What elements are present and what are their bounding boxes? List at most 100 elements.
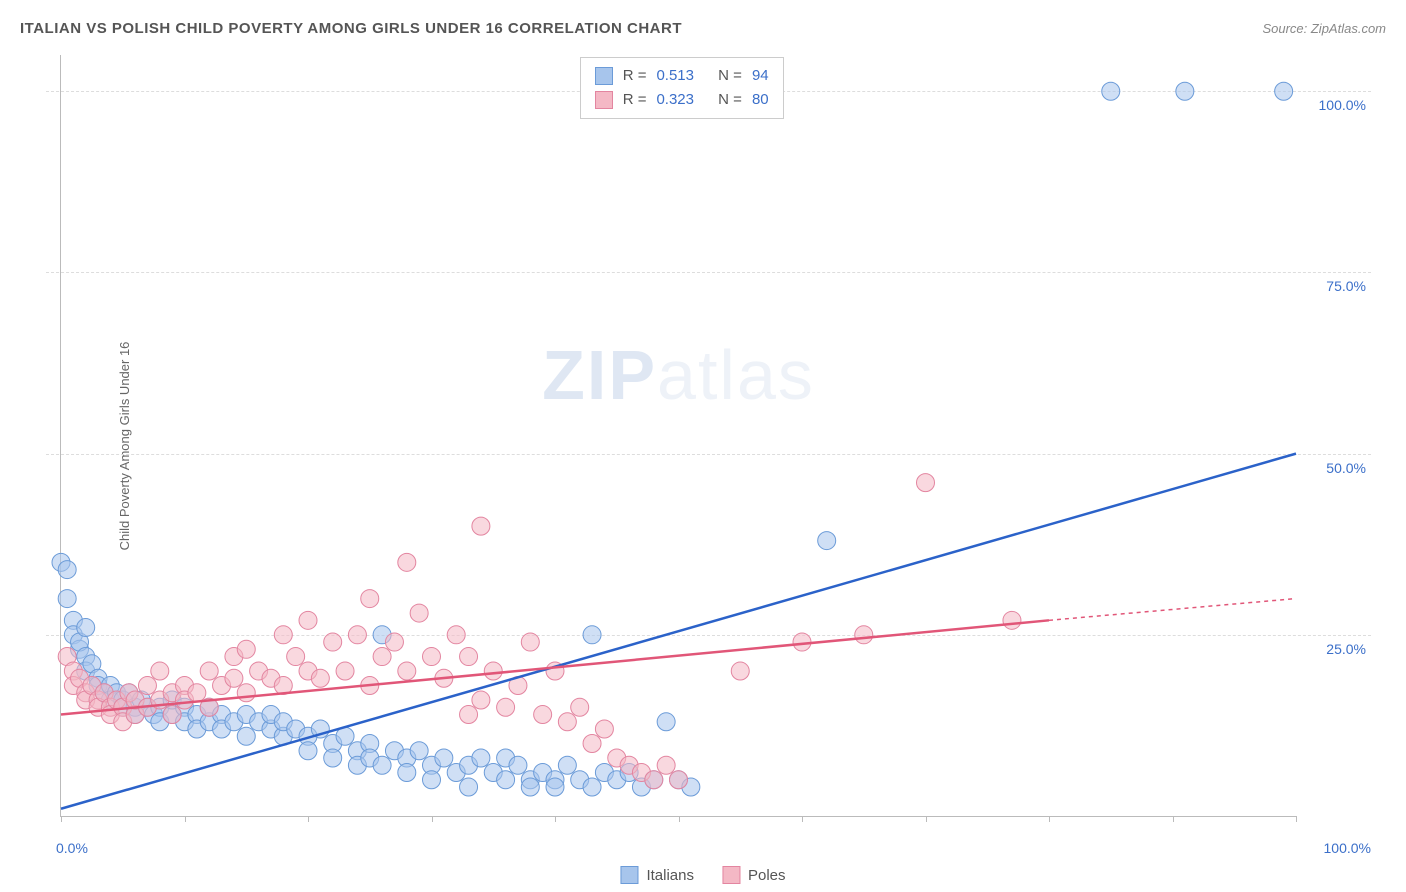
scatter-point — [657, 713, 675, 731]
scatter-point — [583, 735, 601, 753]
scatter-point — [225, 669, 243, 687]
stats-box: R = 0.513 N = 94 R = 0.323 N = 80 — [580, 57, 784, 119]
scatter-point — [1275, 82, 1293, 100]
scatter-point — [237, 640, 255, 658]
scatter-point — [348, 626, 366, 644]
scatter-point — [497, 771, 515, 789]
scatter-point — [410, 742, 428, 760]
stats-r-label: R = — [623, 88, 647, 112]
scatter-point — [460, 648, 478, 666]
stats-n-val-poles: 80 — [752, 88, 769, 112]
stats-n-val-italians: 94 — [752, 64, 769, 88]
scatter-point — [460, 706, 478, 724]
scatter-point — [336, 662, 354, 680]
scatter-point — [385, 633, 403, 651]
scatter-point — [917, 474, 935, 492]
scatter-point — [472, 517, 490, 535]
scatter-point — [200, 662, 218, 680]
scatter-point — [509, 756, 527, 774]
legend: Italians Poles — [620, 866, 785, 884]
scatter-point — [645, 771, 663, 789]
legend-label-italians: Italians — [646, 867, 694, 884]
scatter-point — [595, 720, 613, 738]
scatter-point — [472, 749, 490, 767]
scatter-point — [497, 698, 515, 716]
plot-area: ZIPatlas 25.0%50.0%75.0%100.0% 0.0% 100.… — [60, 55, 1296, 817]
x-axis-max: 100.0% — [1324, 840, 1371, 856]
scatter-point — [299, 611, 317, 629]
swatch-italians — [595, 67, 613, 85]
scatter-point — [558, 713, 576, 731]
scatter-point — [188, 684, 206, 702]
stats-r-val-poles: 0.323 — [656, 88, 694, 112]
scatter-point — [138, 677, 156, 695]
scatter-point — [163, 706, 181, 724]
scatter-point — [274, 626, 292, 644]
stats-row-italians: R = 0.513 N = 94 — [595, 64, 769, 88]
scatter-point — [324, 749, 342, 767]
scatter-point — [423, 771, 441, 789]
source-attribution: Source: ZipAtlas.com — [1262, 21, 1386, 36]
trend-line — [61, 454, 1296, 809]
swatch-poles — [722, 866, 740, 884]
header: ITALIAN VS POLISH CHILD POVERTY AMONG GI… — [20, 20, 1386, 37]
scatter-point — [1003, 611, 1021, 629]
scatter-point — [583, 778, 601, 796]
legend-item-italians: Italians — [620, 866, 694, 884]
legend-label-poles: Poles — [748, 867, 786, 884]
scatter-point — [558, 756, 576, 774]
scatter-point — [460, 778, 478, 796]
scatter-point — [373, 648, 391, 666]
scatter-point — [657, 756, 675, 774]
x-axis-min: 0.0% — [56, 840, 88, 856]
scatter-point — [818, 532, 836, 550]
scatter-point — [571, 698, 589, 716]
trend-line-extrapolation — [1049, 599, 1296, 621]
scatter-point — [361, 590, 379, 608]
y-tick-label: 75.0% — [1326, 278, 1366, 294]
scatter-point — [58, 561, 76, 579]
scatter-point — [237, 684, 255, 702]
scatter-point — [398, 662, 416, 680]
scatter-point — [855, 626, 873, 644]
stats-r-val-italians: 0.513 — [656, 64, 694, 88]
scatter-point — [410, 604, 428, 622]
scatter-point — [151, 662, 169, 680]
chart-title: ITALIAN VS POLISH CHILD POVERTY AMONG GI… — [20, 20, 682, 37]
scatter-point — [58, 590, 76, 608]
y-tick-label: 50.0% — [1326, 460, 1366, 476]
scatter-point — [373, 756, 391, 774]
scatter-point — [1102, 82, 1120, 100]
scatter-point — [534, 706, 552, 724]
scatter-point — [472, 691, 490, 709]
scatter-point — [484, 662, 502, 680]
legend-item-poles: Poles — [722, 866, 786, 884]
scatter-plot-svg — [61, 55, 1296, 816]
scatter-point — [287, 648, 305, 666]
stats-n-label: N = — [718, 64, 742, 88]
swatch-italians — [620, 866, 638, 884]
y-tick-label: 100.0% — [1319, 97, 1366, 113]
scatter-point — [311, 669, 329, 687]
scatter-point — [299, 742, 317, 760]
chart-container: Child Poverty Among Girls Under 16 ZIPat… — [60, 55, 1371, 837]
scatter-point — [423, 648, 441, 666]
scatter-point — [77, 619, 95, 637]
scatter-point — [435, 749, 453, 767]
scatter-point — [521, 633, 539, 651]
swatch-poles — [595, 91, 613, 109]
stats-r-label: R = — [623, 64, 647, 88]
scatter-point — [731, 662, 749, 680]
scatter-point — [546, 778, 564, 796]
scatter-point — [237, 727, 255, 745]
y-tick-label: 25.0% — [1326, 641, 1366, 657]
stats-row-poles: R = 0.323 N = 80 — [595, 88, 769, 112]
scatter-point — [1176, 82, 1194, 100]
scatter-point — [324, 633, 342, 651]
scatter-point — [398, 553, 416, 571]
scatter-point — [521, 778, 539, 796]
scatter-point — [583, 626, 601, 644]
scatter-point — [398, 764, 416, 782]
scatter-point — [670, 771, 688, 789]
scatter-point — [447, 626, 465, 644]
